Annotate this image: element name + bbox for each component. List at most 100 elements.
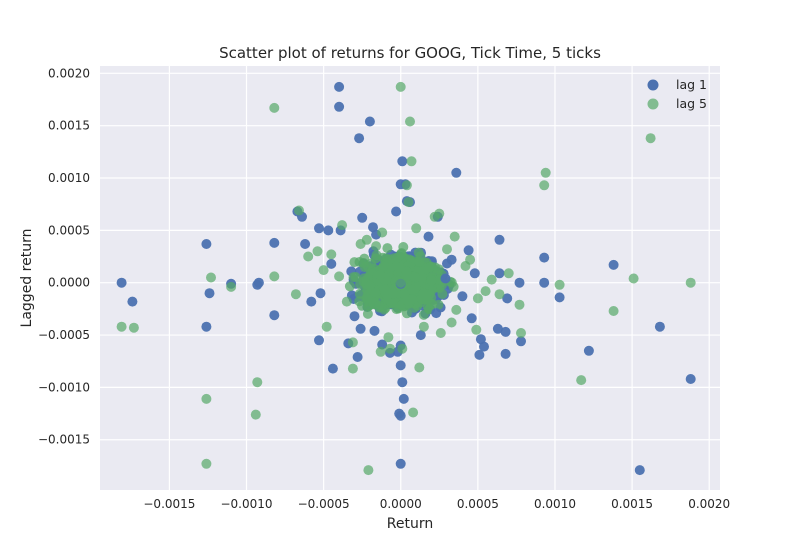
legend: lag 1 lag 5 (647, 77, 707, 111)
data-point (127, 296, 138, 307)
y-tick-label: −0.0010 (38, 380, 90, 394)
data-point (294, 205, 304, 216)
cluster-point (370, 287, 381, 298)
data-point (334, 271, 345, 282)
data-point (446, 317, 457, 328)
data-point (364, 116, 375, 127)
data-point (451, 304, 462, 315)
data-point (434, 208, 445, 219)
cluster-point (349, 257, 360, 268)
x-tick-label: 0.0020 (688, 497, 730, 511)
data-point (494, 289, 505, 300)
data-point (628, 273, 639, 284)
x-tick-label: 0.0015 (611, 497, 653, 511)
data-point (361, 234, 372, 245)
data-point (323, 225, 334, 236)
data-point (457, 291, 468, 302)
data-point (369, 325, 380, 336)
data-point (201, 458, 212, 469)
data-point (502, 293, 513, 304)
data-point (204, 288, 215, 299)
data-point (654, 321, 665, 332)
cluster-point (401, 266, 412, 277)
cluster-point (399, 289, 410, 299)
data-point (500, 348, 511, 359)
data-point (327, 363, 338, 374)
data-point (685, 277, 696, 288)
data-point (321, 321, 332, 332)
cluster-point (406, 284, 417, 295)
cluster-point (358, 258, 369, 268)
x-tick-label: −0.0010 (220, 497, 272, 511)
data-point (486, 274, 497, 285)
data-point (326, 258, 337, 269)
data-point (306, 296, 317, 307)
x-tick-label: 0.0005 (457, 497, 499, 511)
data-point (446, 254, 457, 265)
data-point (516, 336, 526, 347)
data-point (395, 360, 406, 371)
data-point (479, 341, 489, 352)
data-point (201, 321, 212, 332)
x-tick-label: 0.0010 (534, 497, 576, 511)
cluster-point (418, 288, 429, 299)
data-point (374, 300, 385, 311)
data-point (645, 133, 656, 144)
data-point (426, 275, 437, 286)
cluster-point (396, 249, 406, 260)
data-point (405, 116, 415, 127)
data-point (334, 81, 345, 92)
data-point (423, 231, 434, 242)
x-tick-label: −0.0005 (298, 497, 350, 511)
y-tick-label: −0.0005 (38, 328, 90, 342)
cluster-point (379, 284, 390, 295)
data-point (312, 246, 323, 257)
cluster-point (366, 258, 376, 269)
data-point (469, 268, 480, 279)
data-point (364, 280, 375, 291)
data-point (431, 308, 442, 319)
data-point (474, 349, 485, 360)
data-point (608, 306, 619, 316)
data-point (514, 277, 525, 288)
data-point (514, 299, 525, 310)
data-point (375, 346, 386, 357)
cluster-point (426, 261, 436, 272)
data-point (608, 259, 619, 270)
data-point (116, 277, 127, 288)
data-point (269, 271, 280, 282)
data-point (440, 273, 451, 284)
data-point (395, 410, 406, 421)
data-point (460, 261, 471, 271)
data-point (290, 289, 301, 300)
data-point (449, 231, 460, 242)
data-point (201, 393, 212, 404)
y-axis-label: Lagged return (19, 229, 35, 328)
data-point (116, 321, 127, 332)
data-point (395, 277, 406, 288)
series-lag-5 (116, 81, 696, 476)
legend-label-lag-5: lag 5 (676, 96, 707, 111)
data-point (554, 279, 565, 290)
data-point (341, 296, 352, 307)
cluster-point (362, 293, 373, 303)
data-point (250, 409, 261, 420)
cluster-point (378, 260, 389, 271)
data-point (401, 180, 412, 191)
legend-label-lag-1: lag 1 (676, 77, 707, 92)
data-point (128, 322, 139, 333)
series-points (116, 81, 696, 476)
data-point (337, 220, 348, 231)
y-tick-label: 0.0015 (48, 119, 90, 133)
y-tick-label: −0.0015 (38, 433, 90, 447)
data-point (435, 328, 446, 338)
data-point (451, 167, 462, 178)
cluster-point (378, 252, 388, 263)
data-point (403, 197, 414, 208)
data-point (540, 167, 551, 178)
data-point (206, 272, 216, 283)
data-point (269, 237, 280, 248)
y-tick-label: 0.0020 (48, 66, 90, 80)
tick-labels: −0.0015 −0.0010 −0.0005 0.0000 0.0005 0.0010 0… (38, 66, 730, 511)
y-tick-label: 0.0005 (48, 223, 90, 237)
